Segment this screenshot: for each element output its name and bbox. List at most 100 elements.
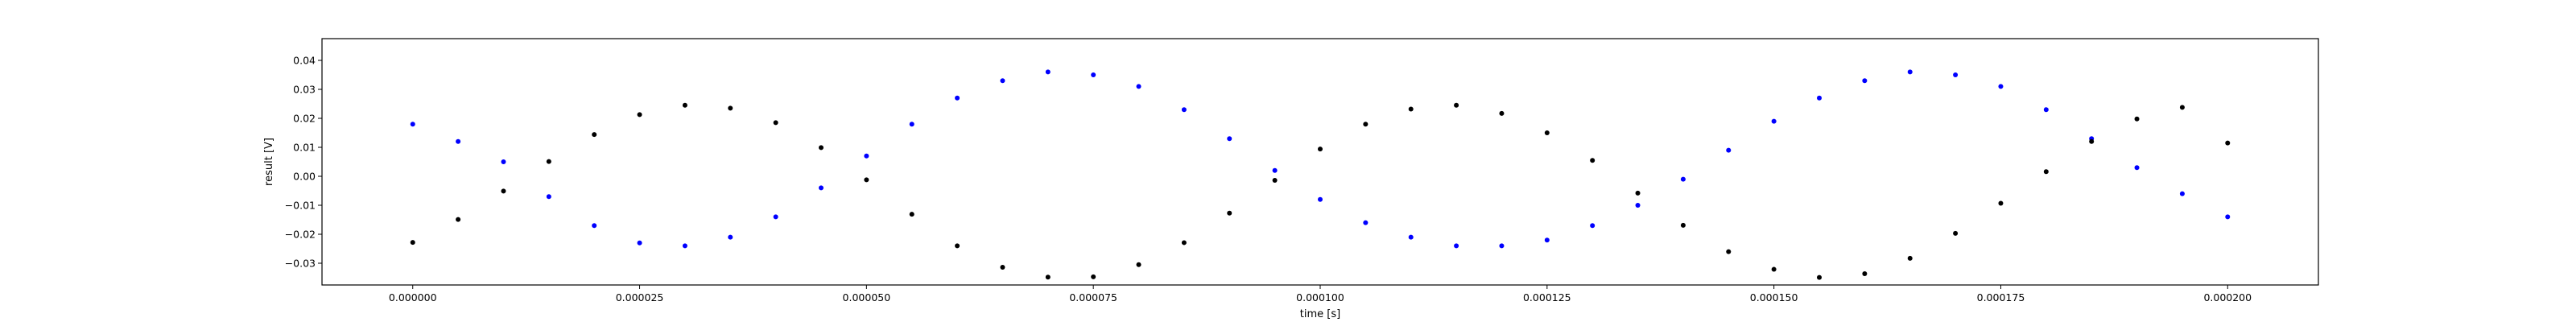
data-point: [1272, 178, 1278, 184]
data-point: [1544, 130, 1550, 135]
data-point: [955, 95, 960, 101]
x-tick-label: 0.000150: [1750, 291, 1798, 303]
data-point: [2089, 138, 2095, 144]
data-point: [1136, 262, 1141, 267]
data-point: [1726, 249, 1732, 254]
x-tick-label: 0.000200: [2203, 291, 2252, 303]
data-point: [1635, 203, 1641, 208]
y-tick-label: −0.02: [285, 229, 316, 241]
x-tick-label: 0.000000: [389, 291, 437, 303]
data-point: [1590, 223, 1596, 229]
x-tick-label: 0.000175: [1977, 291, 2025, 303]
data-point: [1726, 147, 1732, 153]
data-point: [955, 243, 960, 249]
data-point: [1680, 176, 1686, 182]
x-axis-label: time [s]: [1300, 308, 1340, 320]
data-point: [909, 122, 914, 127]
data-point: [410, 240, 415, 246]
data-point: [1771, 266, 1777, 272]
data-point: [1817, 275, 1822, 280]
data-point: [1454, 102, 1459, 108]
data-point: [1817, 95, 1822, 101]
x-tick-label: 0.000125: [1523, 291, 1571, 303]
x-axis: 0.000000 0.000025 0.000050 0.000075 0.000100…: [389, 285, 2252, 303]
data-point: [2043, 107, 2049, 113]
data-point: [1454, 243, 1459, 249]
data-point: [864, 177, 869, 183]
x-tick-label: 0.000100: [1296, 291, 1344, 303]
data-point: [637, 112, 642, 118]
data-point: [864, 153, 869, 159]
data-point: [1862, 78, 1868, 84]
data-point: [501, 159, 506, 164]
y-tick-label: 0.02: [293, 113, 316, 125]
data-point: [1136, 84, 1141, 89]
data-point: [1953, 72, 1959, 77]
data-point: [1045, 275, 1051, 280]
x-tick-label: 0.000025: [616, 291, 664, 303]
data-point: [1907, 69, 1913, 75]
data-point: [592, 132, 597, 138]
data-point: [1318, 147, 1323, 152]
data-point: [773, 214, 778, 220]
data-point: [456, 217, 461, 222]
data-point: [456, 138, 461, 144]
data-point: [1181, 107, 1187, 113]
data-point: [1408, 106, 1414, 112]
data-point: [2134, 165, 2140, 171]
data-point: [1272, 167, 1278, 173]
data-point: [2225, 214, 2231, 220]
series-2: [410, 102, 2231, 280]
data-point: [2179, 191, 2185, 196]
data-point: [1000, 265, 1005, 270]
data-point: [546, 159, 551, 164]
data-point: [1953, 230, 1959, 236]
data-point: [1635, 190, 1641, 196]
data-point: [909, 212, 914, 217]
data-point: [1181, 240, 1187, 246]
x-tick-label: 0.000075: [1069, 291, 1117, 303]
data-point: [592, 223, 597, 229]
data-point: [773, 120, 778, 126]
data-point: [546, 194, 551, 200]
data-point: [728, 234, 733, 240]
data-point: [1318, 196, 1323, 202]
y-tick-label: 0.03: [293, 84, 316, 96]
data-point: [2043, 169, 2049, 175]
data-point: [1998, 200, 2004, 206]
y-axis: −0.03 −0.02 −0.01 0.00 0.01 0.02 0.03 0.04: [285, 55, 322, 270]
data-point: [501, 188, 506, 194]
data-point: [1771, 118, 1777, 124]
data-point: [1227, 210, 1232, 216]
data-point: [1091, 274, 1096, 279]
x-tick-label: 0.000050: [843, 291, 891, 303]
y-tick-label: 0.04: [293, 55, 316, 67]
data-point: [1363, 122, 1368, 127]
data-point: [728, 105, 733, 111]
y-tick-label: −0.03: [285, 258, 316, 270]
data-point: [1499, 243, 1505, 249]
data-point: [1998, 84, 2004, 89]
y-axis-label: result [V]: [263, 138, 275, 186]
y-tick-label: −0.01: [285, 200, 316, 212]
data-point: [1227, 136, 1232, 142]
data-point: [1907, 255, 1913, 261]
data-point: [682, 243, 687, 249]
y-tick-label: 0.01: [293, 142, 316, 154]
data-point: [2225, 140, 2231, 146]
data-point: [1590, 158, 1596, 163]
data-point: [1499, 110, 1505, 116]
data-point: [819, 185, 824, 191]
data-point: [637, 240, 642, 246]
data-point: [1045, 69, 1051, 75]
data-point: [1091, 72, 1096, 77]
data-point: [1862, 270, 1868, 276]
data-point: [2179, 105, 2185, 110]
data-point: [2134, 116, 2140, 122]
data-point: [1408, 234, 1414, 240]
data-point: [682, 102, 687, 108]
data-point: [1000, 78, 1005, 84]
series-1: [410, 69, 2231, 249]
